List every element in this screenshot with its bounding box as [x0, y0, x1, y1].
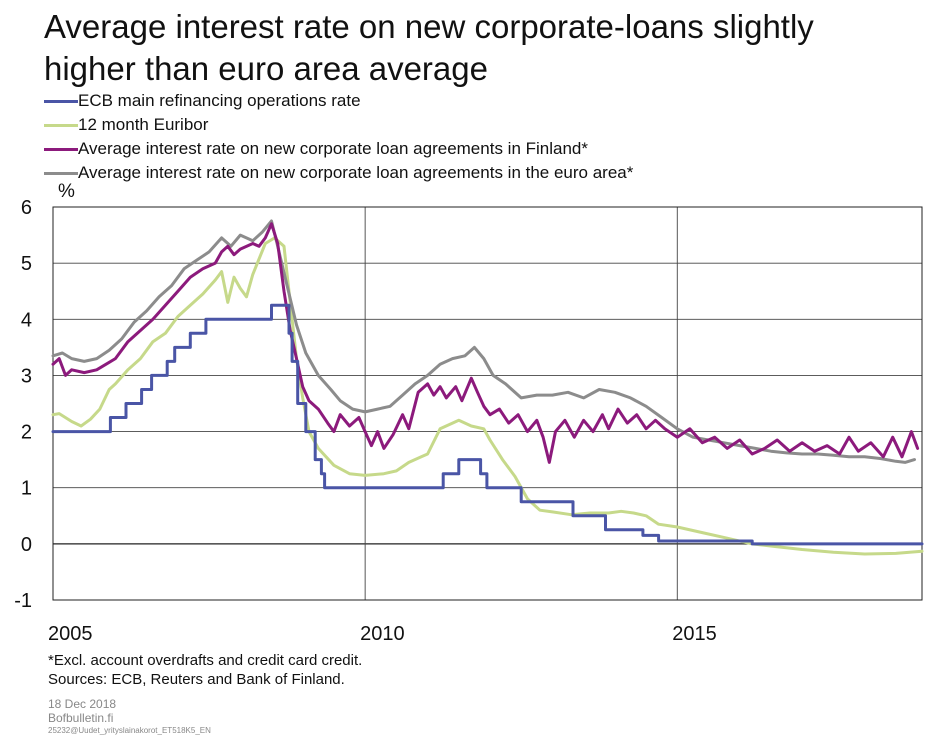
legend-label-finland-rate: Average interest rate on new corporate l…: [78, 139, 588, 158]
chart-notes: *Excl. account overdrafts and credit car…: [48, 651, 362, 689]
legend-item-ecb-rate: ECB main refinancing operations rate: [44, 89, 914, 113]
x-tick-label: 2010: [360, 623, 405, 645]
legend-swatch-finland-rate: [44, 148, 78, 151]
series-line-euribor: [51, 236, 924, 556]
legend-swatch-euro-area-rate: [44, 172, 78, 175]
y-tick-label: 1: [21, 478, 32, 500]
y-axis-unit: %: [58, 181, 75, 202]
series-line-finland-rate: [51, 222, 920, 464]
plot-frame: [52, 206, 923, 601]
chart-title-line-2: higher than euro area average: [44, 50, 488, 87]
chart-title-line-1: Average interest rate on new corporate-l…: [44, 8, 814, 45]
y-tick-label: -1: [14, 590, 32, 612]
legend-item-euro-area-rate: Average interest rate on new corporate l…: [44, 161, 914, 185]
legend-label-ecb-rate: ECB main refinancing operations rate: [78, 91, 361, 110]
y-tick-label: 0: [21, 534, 32, 556]
chart-meta: 18 Dec 2018 Bofbulletin.fi 25232@Uudet_y…: [48, 697, 211, 737]
footnote: *Excl. account overdrafts and credit car…: [48, 652, 363, 669]
y-tick-label: 6: [21, 197, 32, 219]
legend-item-euribor: 12 month Euribor: [44, 113, 914, 137]
y-tick-label: 3: [21, 365, 32, 387]
legend-label-euro-area-rate: Average interest rate on new corporate l…: [78, 163, 634, 182]
y-tick-label: 2: [21, 422, 32, 444]
site-name: Bofbulletin.fi: [48, 711, 114, 725]
sources: Sources: ECB, Reuters and Bank of Finlan…: [48, 671, 345, 688]
x-tick-label: 2005: [48, 623, 93, 645]
y-tick-label: 4: [21, 309, 32, 331]
chart-title: Average interest rate on new corporate-l…: [44, 6, 914, 90]
series-line-euro-area-rate: [51, 219, 916, 464]
legend: ECB main refinancing operations rate 12 …: [44, 89, 914, 185]
chart-code: 25232@Uudet_yrityslainakorot_ET518K5_EN: [48, 726, 211, 735]
legend-swatch-euribor: [44, 124, 78, 127]
y-tick-label: 5: [21, 253, 32, 275]
legend-swatch-ecb-rate: [44, 100, 78, 103]
series-line-ecb-rate: [51, 303, 924, 546]
legend-label-euribor: 12 month Euribor: [78, 115, 209, 134]
publish-date: 18 Dec 2018: [48, 697, 117, 711]
x-tick-label: 2015: [672, 623, 717, 645]
legend-item-finland-rate: Average interest rate on new corporate l…: [44, 137, 914, 161]
